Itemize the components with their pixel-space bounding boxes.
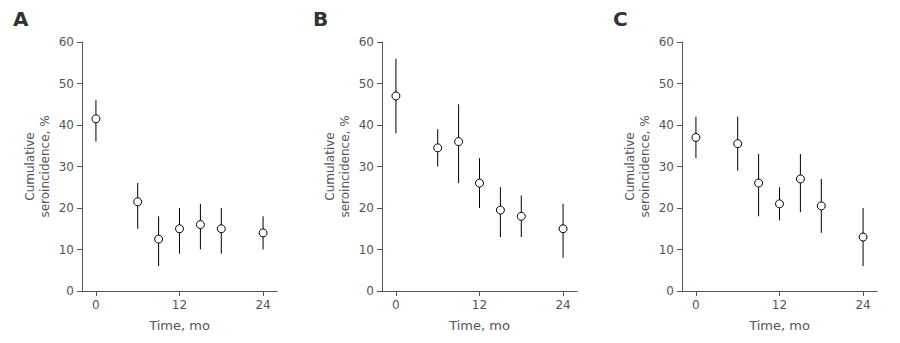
svg-text:12: 12 (772, 298, 787, 312)
svg-text:0: 0 (92, 298, 100, 312)
svg-text:60: 60 (59, 35, 74, 49)
svg-text:0: 0 (666, 284, 674, 298)
svg-text:30: 30 (359, 160, 374, 174)
svg-text:20: 20 (659, 201, 674, 215)
svg-text:12: 12 (472, 298, 487, 312)
svg-text:60: 60 (359, 35, 374, 49)
svg-text:10: 10 (359, 243, 374, 257)
svg-text:seroincidence, %: seroincidence, % (338, 115, 352, 217)
svg-text:seroincidence, %: seroincidence, % (638, 115, 652, 217)
svg-text:24: 24 (555, 298, 570, 312)
svg-text:10: 10 (59, 243, 74, 257)
svg-text:30: 30 (659, 160, 674, 174)
svg-text:0: 0 (692, 298, 700, 312)
svg-text:C: C (613, 7, 628, 31)
svg-text:24: 24 (855, 298, 870, 312)
svg-text:0: 0 (392, 298, 400, 312)
svg-text:40: 40 (359, 118, 374, 132)
svg-text:A: A (13, 7, 29, 31)
svg-text:20: 20 (359, 201, 374, 215)
svg-text:0: 0 (66, 284, 74, 298)
svg-text:Time, mo: Time, mo (748, 318, 810, 333)
svg-text:Cumulative: Cumulative (23, 132, 37, 201)
svg-text:40: 40 (659, 118, 674, 132)
svg-text:B: B (313, 7, 328, 31)
svg-text:40: 40 (59, 118, 74, 132)
svg-text:50: 50 (359, 77, 374, 91)
svg-text:Time, mo: Time, mo (148, 318, 210, 333)
svg-text:20: 20 (59, 201, 74, 215)
svg-text:Cumulative: Cumulative (323, 132, 337, 201)
svg-text:60: 60 (659, 35, 674, 49)
svg-text:30: 30 (59, 160, 74, 174)
svg-text:12: 12 (172, 298, 187, 312)
svg-text:seroincidence, %: seroincidence, % (38, 115, 52, 217)
svg-text:0: 0 (366, 284, 374, 298)
svg-text:50: 50 (59, 77, 74, 91)
svg-text:24: 24 (255, 298, 270, 312)
svg-text:50: 50 (659, 77, 674, 91)
svg-text:Cumulative: Cumulative (623, 132, 637, 201)
svg-text:10: 10 (659, 243, 674, 257)
svg-text:Time, mo: Time, mo (448, 318, 510, 333)
